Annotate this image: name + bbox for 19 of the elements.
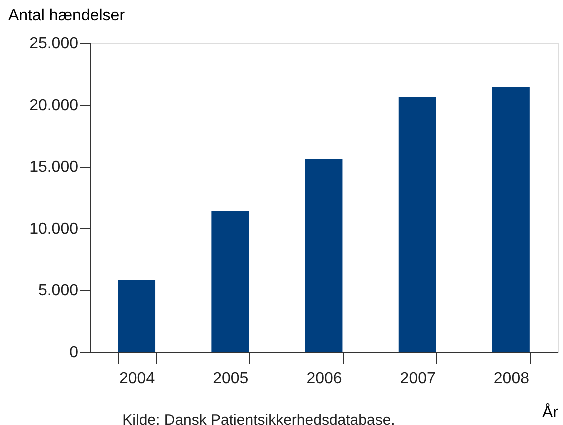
x-tick-label: 2006 [306,370,342,388]
bar [118,280,156,352]
x-tick-label: 2005 [213,370,249,388]
text: Kilde: Dansk Patientsikkerhedsdatabase. [122,412,396,425]
y-axis-title: Antal hændelser [8,8,126,24]
x-tick-label: 2007 [400,370,436,388]
y-tick-label: 20.000 [30,97,79,114]
y-tick-label: 0 [70,344,79,362]
y-tick-label: 15.000 [30,159,79,176]
bar [212,211,250,352]
x-tick-label: 2004 [120,370,156,388]
x-tick-label: 2008 [494,370,530,388]
x-axis-title: År [542,404,560,422]
y-tick-label: 5.000 [38,282,79,300]
y-tick-label: 25.000 [30,36,79,52]
bar [492,87,530,352]
bar [398,97,436,352]
bar [305,159,343,352]
y-tick-label: 10.000 [30,220,79,238]
